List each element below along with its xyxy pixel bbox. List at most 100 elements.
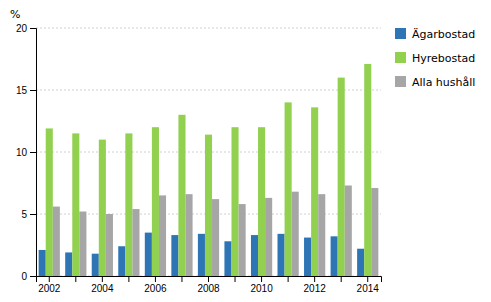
bar [239,204,246,276]
bar [285,102,292,276]
bar [152,127,159,276]
bar [125,133,132,276]
y-tick-label: 0 [21,271,27,282]
plot: 0 5 10 15 20 2002 2004 2006 2008 2010 2012 2014 [16,23,382,294]
bar [371,188,378,276]
x-tick [181,276,182,282]
y-tick-label: 5 [21,209,27,220]
x-tick [128,276,129,282]
x-tick-label: 2012 [304,283,327,294]
legend-label: Ägarbostad [412,28,475,41]
grid [36,28,381,276]
bar [178,115,185,276]
y-tick-mark [30,28,36,29]
legend: Ägarbostad Hyrebostad Alla hushåll [395,28,475,89]
bar [311,107,318,276]
x-tick-label: 2008 [197,283,220,294]
legend-swatch [395,28,406,39]
legend-item: Ägarbostad [395,28,475,41]
bar [251,235,258,276]
legend-item: Hyrebostad [395,52,475,65]
x-tick: 2010 [250,276,273,294]
legend-swatch [395,76,406,87]
x-tick-label: 2014 [357,283,380,294]
x-tick-mark [49,276,50,282]
bar-series [53,185,379,276]
y-axis-label: % [10,8,20,21]
y-tick-mark [30,214,36,215]
y-tick-label: 10 [16,147,28,158]
legend-swatch [395,52,406,63]
y-tick: 15 [16,85,36,96]
y-tick-mark [30,152,36,153]
x-tick-label: 2006 [144,283,167,294]
bar [364,64,371,276]
grid-line [36,90,381,91]
y-tick-mark [30,276,36,277]
y-tick: 10 [16,147,36,158]
x-tick: 2008 [197,276,220,294]
x-tick-mark [314,276,315,282]
x-tick-mark [181,276,182,282]
bar [278,234,285,276]
bar [53,207,60,276]
x-tick-mark [367,276,368,282]
bar [186,194,193,276]
bar [292,192,299,276]
bar [338,78,345,276]
bar [79,212,86,276]
x-tick-mark [261,276,262,282]
bar [39,250,46,276]
x-tick-mark [288,276,289,282]
bar [357,249,364,276]
grid-line [36,28,381,29]
bar [331,236,338,276]
bar [132,209,139,276]
x-tick-mark [128,276,129,282]
x-tick [75,276,76,282]
bar [345,185,352,276]
x-tick-mark [235,276,236,282]
chart: 0 5 10 15 20 2002 2004 2006 2008 2010 2012 2014% Äga… [0,0,491,302]
bar [106,214,113,276]
bar [205,135,212,276]
bars [39,64,379,276]
bar [212,199,219,276]
x-tick-mark [75,276,76,282]
x-tick: 2002 [38,276,61,294]
bar [171,235,178,276]
bar [198,234,205,276]
bar [145,233,152,276]
x-tick: 2012 [304,276,327,294]
x-axis-line [37,277,382,283]
x-tick-label: 2002 [38,283,61,294]
y-tick: 0 [21,271,36,282]
legend-label: Hyrebostad [412,52,475,65]
x-tick-mark [208,276,209,282]
x-tick-label: 2010 [250,283,273,294]
legend-item: Alla hushåll [395,76,475,89]
bar [99,140,106,276]
y-tick-label: 20 [16,23,28,34]
y-tick: 5 [21,209,36,220]
y-tick: 20 [16,23,36,34]
bar [304,238,311,276]
x-tick [341,276,342,282]
x-tick-mark [341,276,342,282]
bar [232,127,239,276]
x-tick [235,276,236,282]
x-tick [288,276,289,282]
x-axis: 2002 2004 2006 2008 2010 2012 2014 [37,276,382,294]
bar-series [46,64,372,276]
x-tick: 2006 [144,276,167,294]
legend-label: Alla hushåll [412,76,475,89]
x-tick-mark [155,276,156,282]
y-tick-mark [30,90,36,91]
bar [46,128,53,276]
bar [265,198,272,276]
x-tick: 2014 [357,276,380,294]
x-tick-label: 2004 [91,283,114,294]
bar [258,127,265,276]
bar [318,194,325,276]
y-axis-line [30,29,37,277]
